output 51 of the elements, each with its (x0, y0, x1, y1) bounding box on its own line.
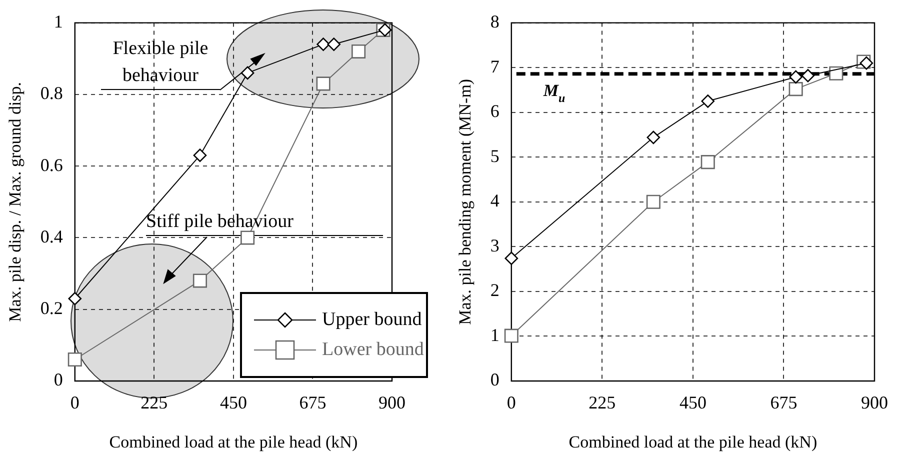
y-tick-label: 8 (490, 12, 500, 32)
y-axis-title: Max. pile disp. / Max. ground disp. (6, 82, 25, 322)
y-tick-label: 0.4 (40, 226, 63, 246)
x-axis-title: Combined load at the pile head (kN) (568, 432, 818, 452)
point (316, 76, 330, 91)
point (860, 56, 874, 70)
legend-label: Upper bound (322, 309, 422, 331)
point (240, 230, 255, 245)
y-tick-label: 0.2 (40, 298, 63, 318)
annotation: Flexible pile behaviour (112, 37, 210, 88)
point (701, 94, 715, 108)
legend-label: Lower bound (322, 339, 424, 361)
point (327, 38, 341, 51)
point (801, 68, 815, 82)
y-tick-label: 3 (490, 235, 500, 256)
y-tick-label: 2 (490, 280, 500, 300)
y-tick-label: 4 (490, 190, 500, 211)
y-axis-title: Max. pile bending moment (MN-m) (456, 78, 475, 325)
x-tick-label: 675 (770, 392, 798, 413)
y-tick-label: 7 (490, 56, 500, 76)
x-tick-label: 225 (588, 392, 616, 413)
x-tick-label: 675 (299, 392, 326, 413)
y-tick-label: 0.8 (40, 83, 63, 104)
point (789, 70, 802, 84)
y-tick-label: 0.6 (40, 154, 63, 175)
y-tick-label: 1 (54, 12, 63, 32)
point (192, 274, 207, 288)
point (504, 252, 518, 265)
point (316, 38, 330, 51)
x-tick-label: 900 (378, 392, 406, 413)
point (193, 148, 207, 162)
y-tick-label: 1 (490, 324, 500, 345)
point (504, 328, 518, 343)
point (646, 130, 660, 144)
x-tick-label: 0 (70, 392, 80, 413)
x-tick-label: 450 (679, 392, 706, 413)
y-tick-label: 0 (54, 370, 63, 390)
point (829, 66, 844, 80)
x-axis-title: Combined load at the pile head (kN) (109, 432, 358, 452)
x-tick-label: 0 (506, 392, 516, 413)
y-tick-label: 0 (490, 370, 500, 390)
point (700, 155, 715, 170)
point (646, 194, 660, 209)
point (68, 292, 82, 306)
y-tick-label: 5 (490, 146, 500, 166)
x-tick-label: 900 (861, 392, 888, 413)
x-tick-label: 225 (140, 392, 168, 413)
point (352, 44, 366, 58)
y-tick-label: 6 (490, 101, 500, 122)
point (240, 66, 254, 80)
x-tick-label: 450 (220, 392, 247, 413)
